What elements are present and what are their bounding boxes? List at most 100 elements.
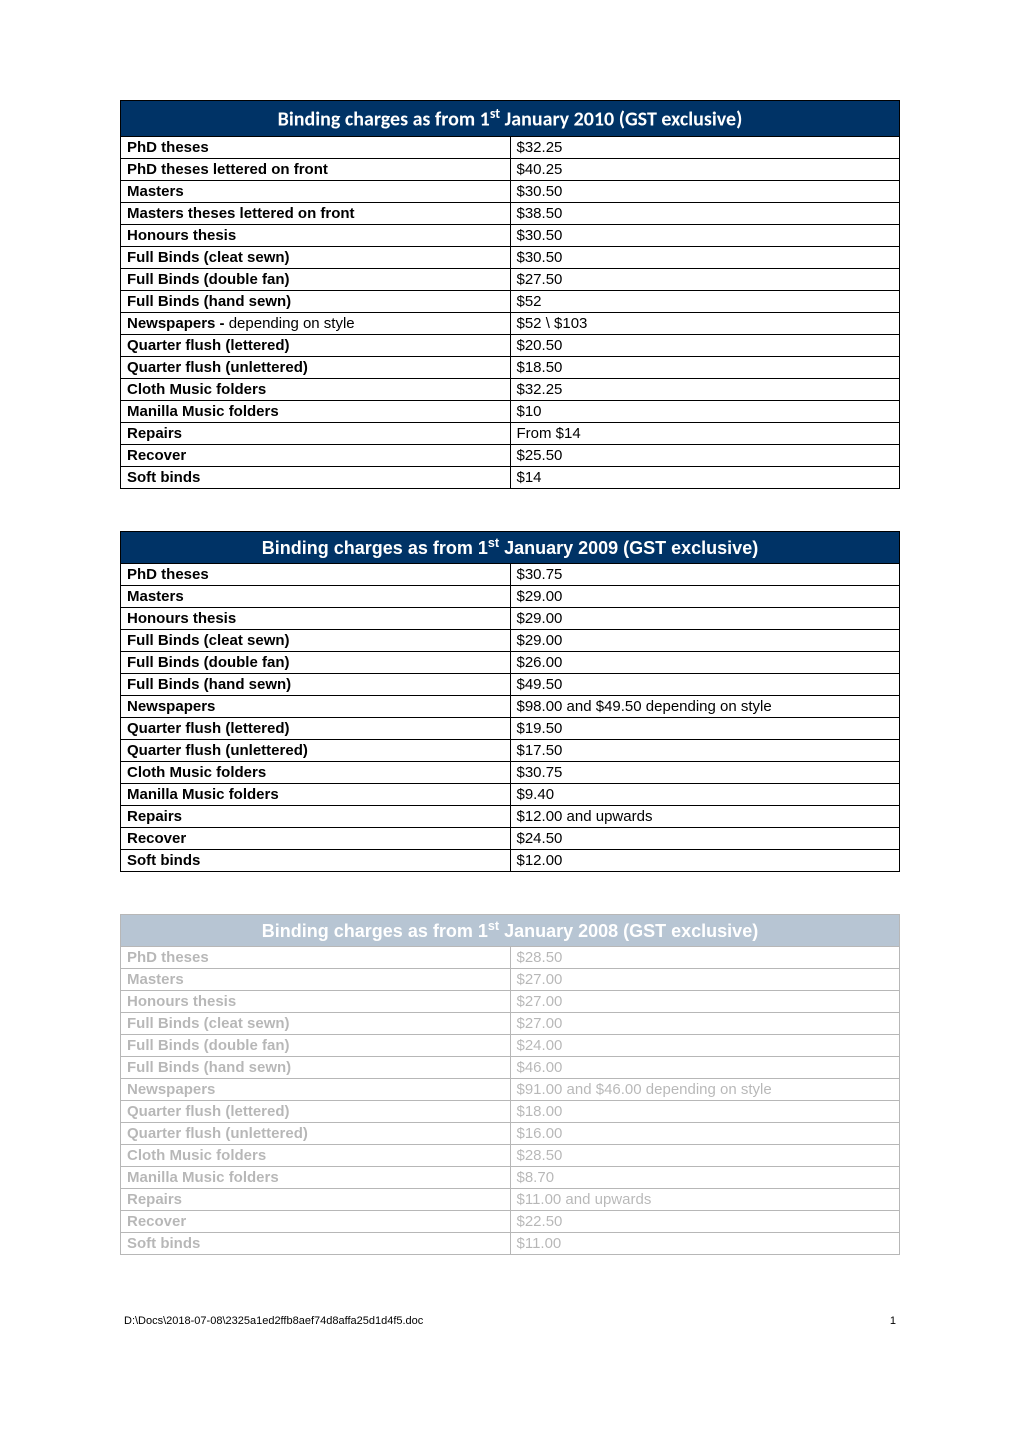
row-label: Soft binds <box>121 849 511 871</box>
row-label-bold: Quarter flush (unlettered) <box>127 1125 308 1142</box>
row-label-bold: Quarter flush (lettered) <box>127 720 290 737</box>
row-label-bold: Masters <box>127 971 184 988</box>
row-price: $38.50 <box>510 202 900 224</box>
row-label-bold: Recover <box>127 830 186 847</box>
row-price: $24.50 <box>510 827 900 849</box>
row-label: Recover <box>121 827 511 849</box>
row-price: $18.50 <box>510 356 900 378</box>
row-label-bold: Cloth Music folders <box>127 381 266 398</box>
row-price: $12.00 and upwards <box>510 805 900 827</box>
row-label: Masters <box>121 968 511 990</box>
row-label-extra: depending on style <box>229 315 355 332</box>
table-title: Binding charges as from 1st January 2009… <box>121 531 900 563</box>
table-row: Quarter flush (lettered)$19.50 <box>121 717 900 739</box>
table-row: Full Binds (hand sewn)$49.50 <box>121 673 900 695</box>
row-label-bold: PhD theses <box>127 949 209 966</box>
row-label: PhD theses <box>121 946 511 968</box>
row-label-bold: Full Binds (double fan) <box>127 1037 289 1054</box>
pricing-table: Binding charges as from 1st January 2010… <box>120 100 900 489</box>
row-price: $28.50 <box>510 946 900 968</box>
row-label: PhD theses <box>121 563 511 585</box>
table-row: Soft binds$14 <box>121 466 900 488</box>
row-label: Manilla Music folders <box>121 400 511 422</box>
table-row: Recover$25.50 <box>121 444 900 466</box>
title-pre: Binding charges as from 1 <box>262 921 488 941</box>
row-label-bold: Cloth Music folders <box>127 764 266 781</box>
table-row: PhD theses $30.75 <box>121 563 900 585</box>
row-label-bold: Soft binds <box>127 469 200 486</box>
title-post: January 2008 (GST exclusive) <box>499 921 758 941</box>
row-label-bold: Newspapers <box>127 1081 215 1098</box>
table-row: Soft binds$12.00 <box>121 849 900 871</box>
row-label-bold: Cloth Music folders <box>127 1147 266 1164</box>
tables-container: Binding charges as from 1st January 2010… <box>120 100 900 1255</box>
table-row: Manilla Music folders$10 <box>121 400 900 422</box>
row-label: Full Binds (double fan) <box>121 651 511 673</box>
table-row: Newspapers$98.00 and $49.50 depending on… <box>121 695 900 717</box>
row-price: $22.50 <box>510 1210 900 1232</box>
row-label-bold: Repairs <box>127 808 182 825</box>
table-row: Full Binds (cleat sewn)$27.00 <box>121 1012 900 1034</box>
row-label-bold: Recover <box>127 1213 186 1230</box>
row-price: $9.40 <box>510 783 900 805</box>
row-price: $10 <box>510 400 900 422</box>
row-price: $46.00 <box>510 1056 900 1078</box>
row-price: $27.00 <box>510 968 900 990</box>
row-label: Masters theses lettered on front <box>121 202 511 224</box>
table-row: Newspapers $91.00 and $46.00 depending on… <box>121 1078 900 1100</box>
row-label: Manilla Music folders <box>121 783 511 805</box>
table-row: Quarter flush (unlettered)$16.00 <box>121 1122 900 1144</box>
row-label-bold: Honours thesis <box>127 227 236 244</box>
row-label-bold: Newspapers <box>127 698 215 715</box>
table-row: Newspapers - depending on style$52 \ $10… <box>121 312 900 334</box>
row-price: $30.75 <box>510 563 900 585</box>
table-row: Honours thesis $30.50 <box>121 224 900 246</box>
footer-path: D:\Docs\2018-07-08\2325a1ed2ffb8aef74d8a… <box>124 1315 423 1327</box>
row-label-bold: Masters <box>127 183 184 200</box>
row-label: Newspapers <box>121 1078 511 1100</box>
row-label: Soft binds <box>121 466 511 488</box>
row-label-bold: Full Binds (hand sewn) <box>127 293 291 310</box>
row-label: Quarter flush (unlettered) <box>121 1122 511 1144</box>
row-label: Full Binds (hand sewn) <box>121 1056 511 1078</box>
row-label: Recover <box>121 444 511 466</box>
table-row: Quarter flush (unlettered)$18.50 <box>121 356 900 378</box>
row-label: Newspapers - depending on style <box>121 312 511 334</box>
row-label: Full Binds (hand sewn) <box>121 673 511 695</box>
row-price: $30.50 <box>510 224 900 246</box>
row-label: Recover <box>121 1210 511 1232</box>
table-row: Quarter flush (unlettered)$17.50 <box>121 739 900 761</box>
row-label: Quarter flush (unlettered) <box>121 356 511 378</box>
row-label-bold: Manilla Music folders <box>127 786 279 803</box>
table-row: Full Binds (double fan)$27.50 <box>121 268 900 290</box>
table-row: PhD theses $28.50 <box>121 946 900 968</box>
row-price: $91.00 and $46.00 depending on style <box>510 1078 900 1100</box>
row-price: $30.75 <box>510 761 900 783</box>
title-sup: st <box>488 919 499 933</box>
table-row: Manilla Music folders $9.40 <box>121 783 900 805</box>
row-label-bold: Masters <box>127 588 184 605</box>
row-label: PhD theses <box>121 136 511 158</box>
row-label: Full Binds (cleat sewn) <box>121 246 511 268</box>
row-label: Full Binds (double fan) <box>121 268 511 290</box>
table-row: Full Binds (hand sewn)$46.00 <box>121 1056 900 1078</box>
row-price: $40.25 <box>510 158 900 180</box>
row-label: Manilla Music folders <box>121 1166 511 1188</box>
row-label: Masters <box>121 585 511 607</box>
table-row: Masters $27.00 <box>121 968 900 990</box>
title-post: January 2009 (GST exclusive) <box>499 538 758 558</box>
row-label: Full Binds (double fan) <box>121 1034 511 1056</box>
title-post: January 2010 (GST exclusive) <box>500 108 742 132</box>
row-price: $11.00 <box>510 1232 900 1254</box>
row-price: $17.50 <box>510 739 900 761</box>
row-price: $27.50 <box>510 268 900 290</box>
title-pre: Binding charges as from 1 <box>278 108 490 132</box>
table-row: Honours thesis$27.00 <box>121 990 900 1012</box>
row-label-bold: PhD theses <box>127 566 209 583</box>
table-title: Binding charges as from 1st January 2008… <box>121 914 900 946</box>
table-row: Cloth Music folders$32.25 <box>121 378 900 400</box>
row-price: $52 <box>510 290 900 312</box>
row-price: $32.25 <box>510 136 900 158</box>
row-label-bold: Repairs <box>127 1191 182 1208</box>
table-row: PhD theses lettered on front$40.25 <box>121 158 900 180</box>
